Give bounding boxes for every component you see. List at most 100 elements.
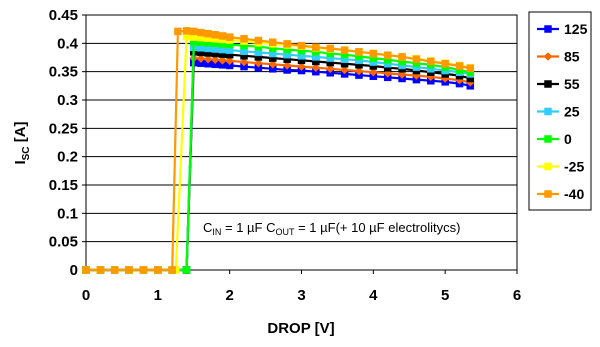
data-point: [282, 61, 292, 70]
data-point: [125, 266, 133, 274]
chart-annotation: CIN = 1 µF COUT = 1 µF(+ 10 µF electroli…: [203, 220, 460, 237]
x-tick-label: 0: [82, 287, 90, 304]
legend-swatch-marker: [544, 107, 552, 116]
x-tick-label: 6: [513, 287, 521, 304]
x-tick-label: 5: [441, 287, 449, 304]
data-point: [412, 55, 421, 63]
legend-item-25: 25: [537, 104, 580, 120]
x-tick-label: 2: [225, 287, 233, 304]
y-tick-label: 0: [70, 262, 78, 279]
data-point: [383, 51, 392, 59]
data-point: [269, 38, 277, 46]
data-point: [96, 266, 105, 274]
x-tick-label: 1: [154, 287, 162, 304]
data-point: [110, 266, 119, 274]
data-point: [340, 65, 349, 75]
legend-label: 85: [564, 49, 580, 65]
legend-swatch-marker: [544, 162, 552, 171]
data-point: [197, 28, 205, 37]
legend-label: 25: [564, 104, 580, 120]
legend-swatch-marker: [544, 25, 552, 33]
data-point: [340, 46, 349, 54]
y-tick-label: 0.4: [57, 35, 79, 52]
legend-swatch-marker: [544, 135, 552, 143]
y-axis-title-rest: [A]: [12, 121, 29, 146]
legend-item-125: 125: [537, 21, 588, 37]
data-point: [239, 57, 249, 67]
data-point: [312, 43, 320, 52]
annotation-subscript: OUT: [275, 227, 295, 237]
data-point: [240, 35, 248, 43]
y-tick-label: 0.3: [57, 92, 78, 109]
plot-area: 0 0.05 0.1 0.15 0.2 0.25 0.3 0.35 0.4 0.45 0 1 2 3 4 5…: [49, 7, 521, 304]
data-point: [311, 63, 321, 73]
legend-label: 0: [564, 131, 572, 147]
data-point: [369, 49, 378, 58]
data-point: [196, 54, 206, 63]
data-point: [441, 59, 449, 68]
data-point: [218, 32, 227, 40]
data-point: [168, 266, 176, 274]
data-point: [182, 27, 191, 35]
legend-item-0: 0: [537, 131, 572, 147]
x-tick-label: 4: [369, 287, 378, 304]
annotation-text: = 1 µF(+ 10 µF electrolitycs): [294, 220, 460, 235]
legend-swatch-marker: [543, 52, 553, 61]
data-point: [203, 54, 213, 64]
data-point: [154, 266, 162, 274]
annotation-text: = 1 µF C: [221, 220, 275, 235]
data-point: [139, 266, 148, 274]
data-point: [204, 29, 212, 38]
data-point: [354, 66, 364, 76]
y-tick-label: 0.15: [49, 177, 78, 194]
x-axis-title: DROP [V]: [267, 320, 334, 337]
data-point: [326, 44, 334, 53]
x-axis-ticks: 0 1 2 3 4 5 6: [82, 270, 521, 304]
data-point: [211, 31, 220, 39]
data-point: [254, 36, 263, 45]
data-point: [355, 48, 363, 56]
legend-label: 125: [564, 21, 588, 37]
legend-item--25: -25: [537, 159, 584, 175]
data-point: [82, 266, 90, 274]
data-point: [190, 27, 198, 36]
data-point: [427, 57, 435, 66]
annotation-subscript: IN: [212, 227, 221, 237]
data-point: [368, 67, 378, 77]
y-tick-label: 0.25: [49, 120, 78, 137]
data-point: [297, 62, 306, 71]
data-point: [254, 58, 263, 68]
legend-item-85: 85: [537, 49, 580, 65]
data-point: [218, 55, 227, 65]
series-layer: [81, 27, 475, 275]
y-tick-label: 0.1: [57, 205, 78, 222]
y-axis-ticks: 0 0.05 0.1 0.15 0.2 0.25 0.3 0.35 0.4 0.45: [49, 7, 86, 279]
data-point: [466, 64, 475, 73]
legend-swatch-marker: [544, 80, 552, 88]
legend-item-55: 55: [537, 76, 580, 92]
legend-label: 55: [564, 76, 580, 92]
y-tick-label: 0.45: [49, 7, 78, 24]
data-point: [225, 33, 234, 41]
y-tick-label: 0.35: [49, 64, 78, 81]
annotation-text: C: [203, 220, 212, 235]
y-axis-title-main: I: [12, 160, 29, 164]
data-point: [297, 41, 306, 50]
data-point: [283, 40, 291, 48]
y-tick-label: 0.05: [49, 234, 78, 251]
data-point: [174, 27, 182, 36]
series--40: [82, 27, 475, 274]
y-axis-title-sub: SC: [21, 146, 32, 160]
data-point: [210, 55, 220, 65]
legend: 125 85 55 25 0 -25 -40: [528, 11, 592, 211]
legend-item--40: -40: [537, 186, 584, 202]
y-tick-label: 0.2: [57, 149, 78, 166]
legend-swatch-marker: [544, 190, 552, 198]
x-tick-label: 3: [297, 287, 305, 304]
data-point: [182, 266, 191, 274]
data-point: [455, 62, 464, 70]
y-axis-title: ISC [A]: [12, 121, 32, 164]
legend-label: -40: [564, 186, 584, 202]
data-point: [225, 56, 235, 66]
